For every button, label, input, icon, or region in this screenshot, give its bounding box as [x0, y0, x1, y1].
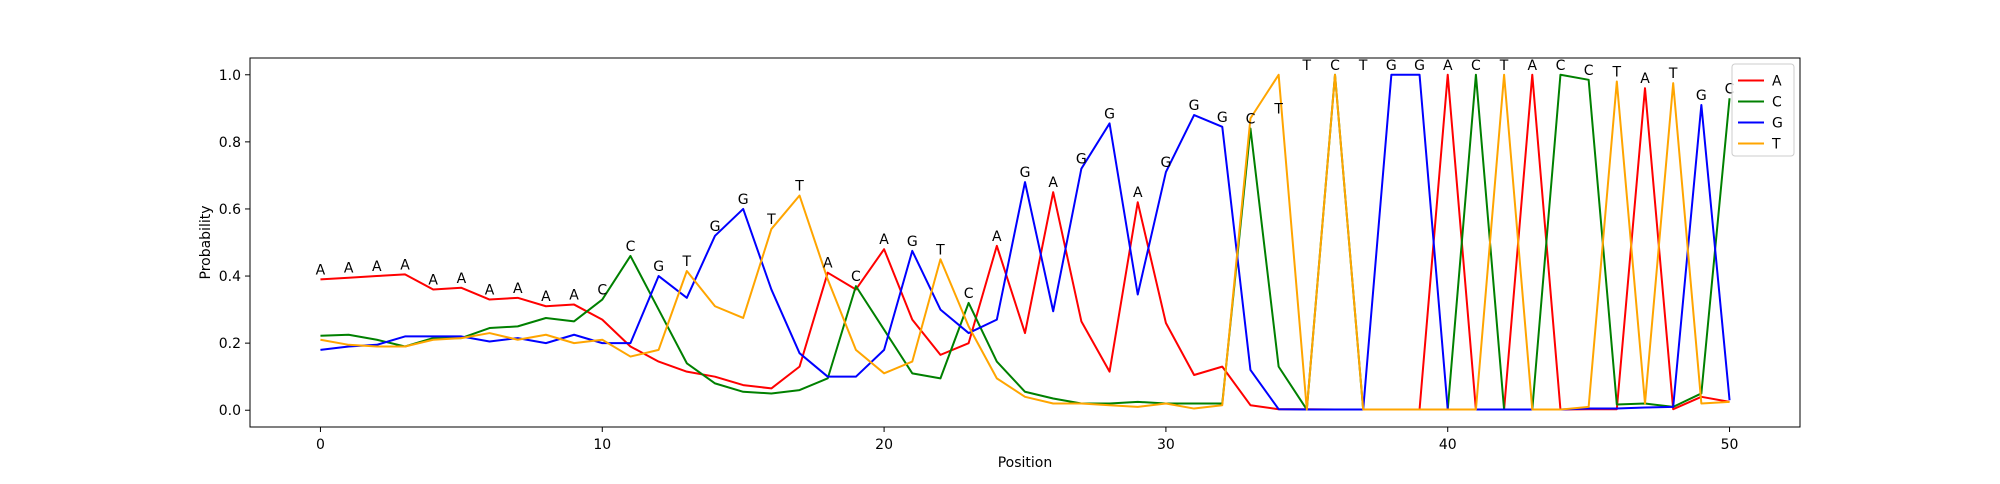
x-tick-label: 50	[1721, 437, 1739, 453]
base-label: G	[1104, 106, 1115, 122]
x-tick-label: 0	[316, 437, 325, 453]
base-label: A	[344, 261, 354, 277]
base-label: G	[1189, 98, 1200, 114]
base-label: A	[569, 288, 579, 304]
series-line-T	[320, 73, 1730, 411]
x-axis-label: Position	[998, 455, 1053, 471]
y-axis-label: Probability	[198, 205, 214, 279]
annotation-layer: A A A A A A A A A A C C G T G G T T A C A G T C A G A G G A G G G C T T C T G G…	[316, 58, 1735, 305]
base-label: T	[1499, 58, 1509, 74]
y-tick-label: 0.0	[219, 403, 241, 419]
base-label: G	[1696, 88, 1707, 104]
x-tick-label: 10	[593, 437, 611, 453]
base-label: C	[1471, 58, 1481, 74]
base-label: C	[1246, 111, 1256, 127]
y-tick-label: 0.8	[219, 135, 241, 151]
x-tick-label: 30	[1157, 437, 1175, 453]
legend-box	[1731, 63, 1795, 157]
base-label: G	[1076, 152, 1087, 168]
y-axis: 0.0 0.2 0.4 0.6 0.8 1.0	[219, 68, 250, 419]
base-label: T	[1273, 101, 1283, 117]
x-axis: 0 10 20 30 40 50	[316, 427, 1738, 453]
base-label: T	[766, 212, 776, 228]
base-label: G	[1386, 58, 1397, 74]
x-tick-label: 40	[1439, 437, 1457, 453]
base-label: A	[1133, 185, 1143, 201]
y-tick-label: 1.0	[219, 68, 241, 84]
base-label: A	[879, 232, 889, 248]
legend-label-G: G	[1772, 116, 1783, 132]
base-label: G	[653, 259, 664, 275]
base-label: G	[907, 234, 918, 250]
base-label: G	[1217, 110, 1228, 126]
base-label: A	[316, 262, 326, 278]
base-label: C	[1584, 63, 1594, 79]
base-label: A	[428, 272, 438, 288]
base-label: C	[626, 239, 636, 255]
y-tick-label: 0.6	[219, 202, 241, 218]
base-label: G	[738, 192, 749, 208]
base-label: C	[964, 286, 974, 302]
series-line-C	[320, 73, 1731, 411]
base-label: G	[710, 219, 721, 235]
base-label: A	[485, 283, 495, 299]
legend-label-C: C	[1772, 95, 1782, 111]
base-label: T	[935, 242, 945, 258]
series-layer	[320, 73, 1731, 411]
plot-frame	[249, 57, 1801, 428]
legend-label-A: A	[1772, 74, 1782, 90]
base-label: A	[992, 229, 1002, 245]
base-label: C	[1556, 58, 1566, 74]
base-label: T	[1668, 66, 1678, 82]
base-label: A	[513, 281, 523, 297]
base-label: C	[851, 269, 861, 285]
base-label: A	[1640, 71, 1650, 87]
base-label: C	[597, 283, 607, 299]
base-label: G	[1020, 165, 1031, 181]
base-label: T	[1612, 64, 1622, 80]
base-label: T	[1358, 58, 1368, 74]
base-label: G	[1414, 58, 1425, 74]
base-label: A	[372, 259, 382, 275]
base-label: C	[1725, 81, 1735, 97]
legend-label-T: T	[1771, 137, 1781, 153]
base-label: T	[794, 179, 804, 195]
base-label: A	[400, 257, 410, 273]
base-label: C	[1330, 58, 1340, 74]
y-tick-label: 0.4	[219, 269, 241, 285]
base-label: A	[1443, 58, 1453, 74]
base-label: T	[1302, 58, 1312, 74]
base-label: T	[682, 254, 692, 270]
x-tick-label: 20	[875, 437, 893, 453]
base-label: A	[541, 289, 551, 305]
base-label: A	[823, 256, 833, 272]
base-label: G	[1160, 155, 1171, 171]
base-label: A	[1527, 58, 1537, 74]
base-label: A	[457, 271, 467, 287]
series-line-G	[320, 73, 1731, 411]
base-label: A	[1048, 175, 1058, 191]
y-tick-label: 0.2	[219, 336, 241, 352]
